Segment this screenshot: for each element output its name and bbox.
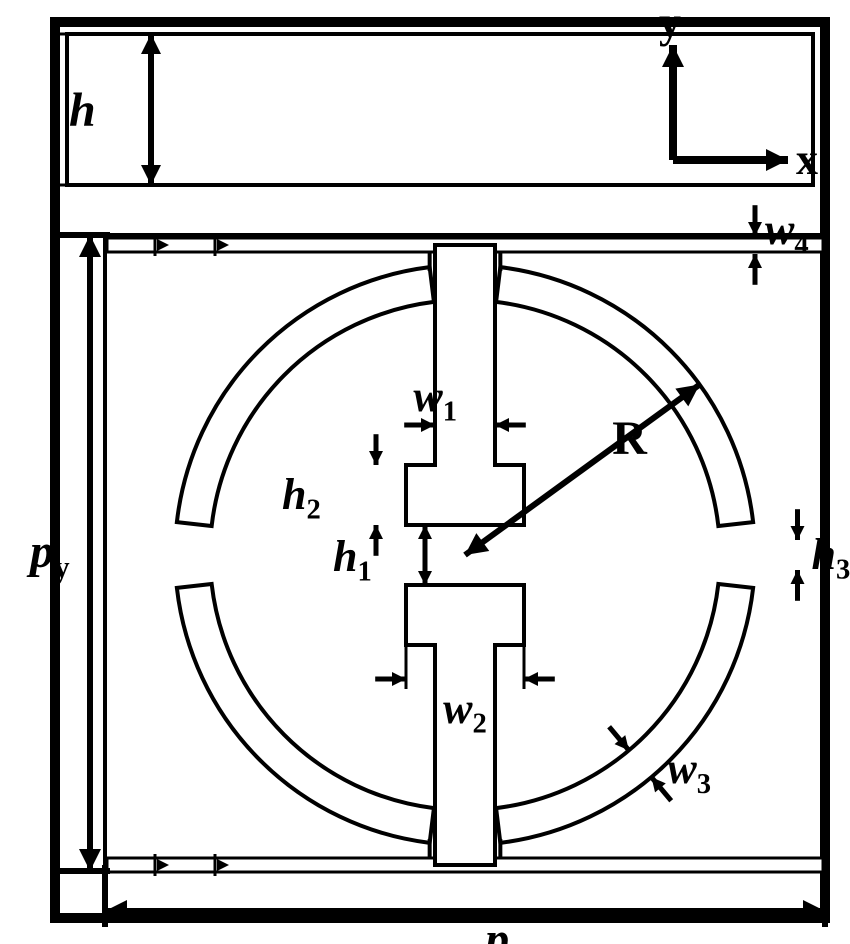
label-w4: w4 bbox=[765, 205, 809, 261]
ring-seg-1 bbox=[177, 584, 434, 843]
label-py: py bbox=[26, 525, 70, 585]
ring-seg-3 bbox=[496, 267, 753, 526]
label-h3: h3 bbox=[812, 530, 850, 586]
ring-seg-0 bbox=[496, 584, 753, 843]
axis-y-label: y bbox=[659, 0, 681, 47]
axis-x-label: x bbox=[796, 135, 818, 184]
label-w3: w3 bbox=[667, 744, 711, 800]
label-h2: h2 bbox=[282, 470, 321, 526]
label-R: R bbox=[612, 412, 648, 465]
label-h: h bbox=[69, 84, 96, 137]
label-h1: h1 bbox=[333, 532, 372, 588]
antenna-unit-cell-figure: hxyw4pypxw1w2h1h2h3w3R bbox=[0, 0, 850, 944]
